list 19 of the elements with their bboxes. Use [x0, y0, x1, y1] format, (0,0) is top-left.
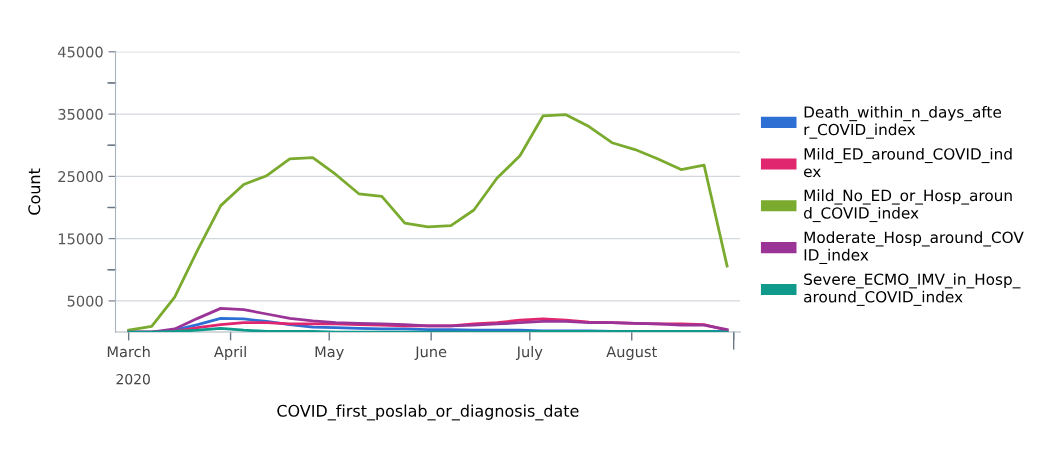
legend-label: Mild_No_ED_or_Hosp_around_COVID_index [804, 189, 1012, 223]
x-tick-label: August [606, 346, 657, 361]
x-tick-label: June [414, 346, 447, 360]
text: 2020 [116, 373, 150, 385]
y-tick-label: 45000 [58, 46, 103, 58]
y-tick-label: 25000 [58, 171, 103, 183]
x-axis-title: COVID_first_poslab_or_diagnosis_date [277, 404, 579, 421]
y-axis-title: Count [28, 168, 41, 215]
legend-label: Death_within_n_days_after_COVID_index [804, 105, 1002, 139]
y-tick-label: 5000 [67, 295, 103, 307]
x-tick-label: July [515, 345, 543, 361]
y-tick-label: 35000 [58, 108, 103, 120]
legend-label: Moderate_Hosp_around_COVID_index [804, 231, 1024, 265]
x-tick-label: April [214, 345, 246, 361]
y-tick-label: 15000 [58, 233, 103, 245]
legend-label: Severe_ECMO_IMV_in_Hosp_around_COVID_index [804, 273, 1021, 306]
x-tick-label: May [315, 346, 344, 361]
legend-label: Mild_ED_around_COVID_index [804, 147, 1012, 178]
x-tick-label: March [107, 345, 150, 358]
